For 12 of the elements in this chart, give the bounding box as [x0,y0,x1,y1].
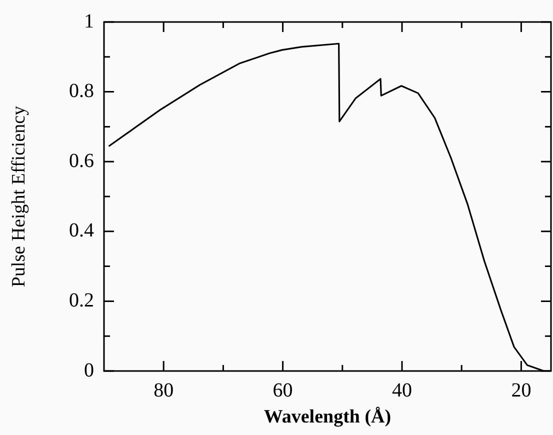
y-tick-label: 0.4 [69,220,94,242]
x-axis-title: Wavelength (Å) [264,406,392,428]
x-tick-label: 20 [511,379,532,402]
y-tick-label: 0 [84,359,94,382]
x-tick-label: 40 [392,379,412,402]
y-axis-title: Pulse Height Efficiency [8,105,30,288]
y-tick-label: 1 [84,10,94,32]
x-tick-label: 80 [154,379,174,402]
y-tick-label: 0.8 [69,80,94,102]
y-tick-label: 0.6 [69,150,94,172]
x-tick-label: 60 [272,379,293,402]
y-tick-label: 0.2 [69,289,94,312]
